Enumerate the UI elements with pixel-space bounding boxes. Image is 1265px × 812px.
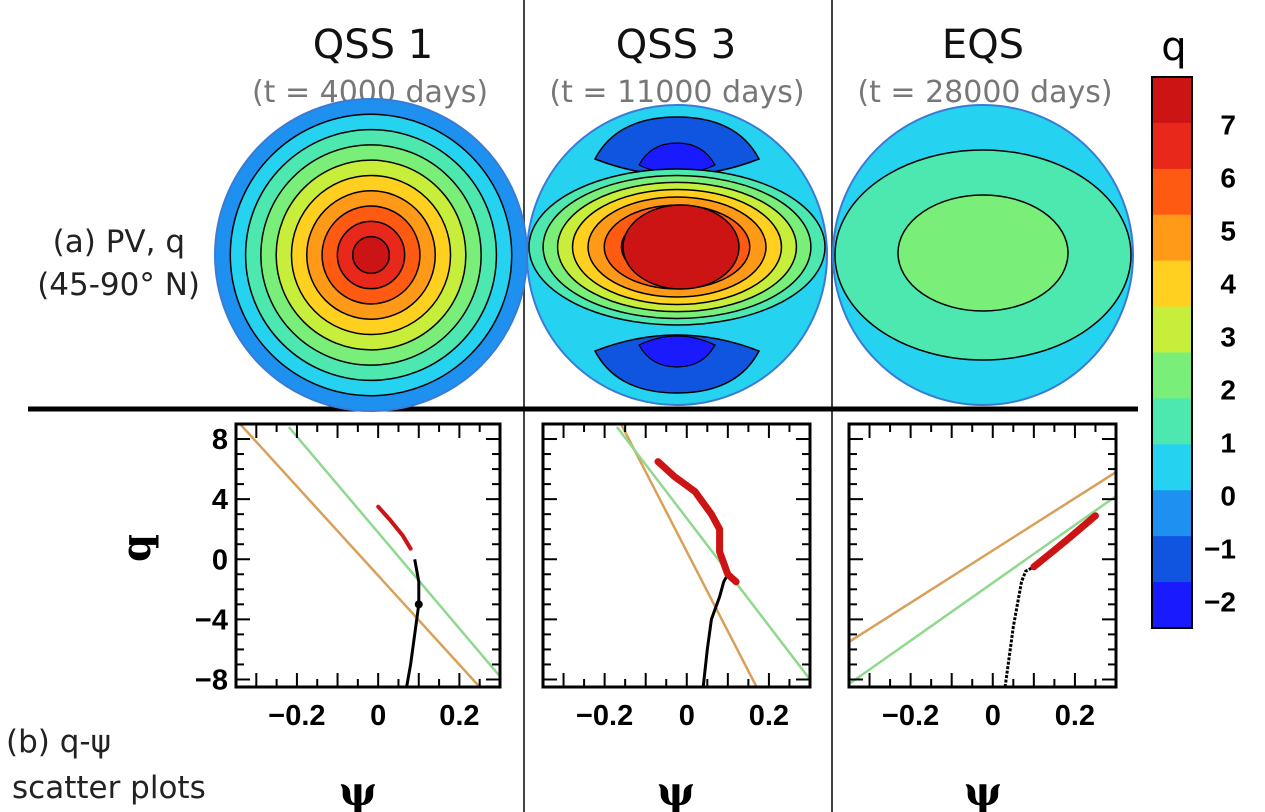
colorbar-tick-label: 3 <box>1220 322 1236 353</box>
y-tick-label: 4 <box>212 484 228 516</box>
scatter-black-curve <box>1003 565 1035 687</box>
scatter-red-curve <box>1030 512 1099 571</box>
pv-map-boundary <box>526 104 828 406</box>
scatter-red-curve <box>376 504 413 551</box>
colorbar-swatch <box>1152 398 1192 445</box>
colorbar-tick-label: 6 <box>1220 163 1236 194</box>
pv-contour-band <box>638 335 716 368</box>
colorbar-tick-label: 2 <box>1220 375 1236 406</box>
x-tick-label: −0.2 <box>882 700 939 732</box>
fit-line <box>287 426 500 678</box>
colorbar-swatch <box>1152 306 1192 353</box>
colorbar-swatch <box>1152 352 1192 399</box>
colorbar-swatch <box>1152 536 1192 583</box>
x-tick-label: −0.2 <box>576 700 633 732</box>
colorbar-swatch <box>1152 582 1192 629</box>
scatter-plot-eqs: −0.2 0 0.2 <box>847 422 1118 732</box>
scatter-ylabel: q <box>113 534 160 562</box>
colorbar-swatch <box>1152 214 1192 262</box>
fit-line <box>849 495 1116 686</box>
x-tick-label: 0 <box>679 700 695 732</box>
scatter-frame <box>541 422 812 689</box>
scatter-point <box>414 600 423 609</box>
fit-line <box>619 424 758 687</box>
colorbar-tick-label: 7 <box>1220 110 1236 141</box>
fit-line <box>849 471 1116 643</box>
pv-contour-band <box>351 235 391 275</box>
x-tick-label: 0.2 <box>439 700 479 732</box>
colorbar-swatch <box>1152 77 1192 124</box>
colorbar-frame <box>1151 76 1193 629</box>
row-label-a-line1: (a) PV, q <box>53 224 185 260</box>
pv-map-qss1 <box>214 98 528 412</box>
colorbar-tick-label: −1 <box>1204 534 1236 565</box>
colorbar-swatch <box>1152 168 1192 216</box>
panel-title-qss3: QSS 3 <box>616 22 736 68</box>
colorbar-swatch <box>1152 444 1192 491</box>
colorbar-tick-label: 0 <box>1220 481 1236 512</box>
scatter-frame <box>234 422 502 689</box>
y-tick-label: −4 <box>195 604 228 636</box>
colorbar-tick-label: 4 <box>1220 269 1236 300</box>
x-tick-label: 0 <box>370 700 386 732</box>
row-label-a-line2: (45-90° N) <box>37 267 200 303</box>
y-tick-label: 8 <box>212 424 228 456</box>
scatter-black-curve <box>701 573 730 687</box>
colorbar-title: q <box>1161 24 1186 70</box>
scatter-plot-qss3: −0.2 0 0.2 <box>541 422 812 732</box>
x-tick-label: 0 <box>985 700 1001 732</box>
pv-map-qss3 <box>526 104 828 406</box>
y-tick-label: 0 <box>212 544 228 576</box>
row-label-b-line1: (b) q-ψ <box>6 724 111 760</box>
colorbar-swatch <box>1152 260 1192 308</box>
colorbar-tick-label: 5 <box>1220 216 1236 247</box>
panel-title-qss1: QSS 1 <box>313 22 433 68</box>
panel-title-eqs: EQS <box>942 22 1024 68</box>
colorbar-swatch <box>1152 122 1192 170</box>
pv-map-boundary <box>832 104 1134 406</box>
x-tick-label: 0.2 <box>1055 700 1095 732</box>
scatter-plot-qss1: −0.2 0 0.2 8 4 0 −4 −8 <box>195 422 502 732</box>
y-tick-label: −8 <box>195 664 228 696</box>
scatter-black-curve <box>405 559 421 687</box>
scatter-xlabel-eqs: ψ <box>964 768 1002 812</box>
x-tick-label: 0.2 <box>749 700 789 732</box>
pv-contour-band <box>622 204 740 290</box>
scatter-red-curve <box>654 458 740 586</box>
colorbar-tick-label: 1 <box>1220 428 1236 459</box>
x-tick-label: −0.2 <box>268 700 325 732</box>
fit-line <box>239 424 481 687</box>
pv-contour-band <box>897 194 1069 312</box>
scatter-xlabel-qss1: ψ <box>339 768 377 812</box>
colorbar: 7 6 5 4 3 2 1 0 −1 −2 <box>1151 76 1236 629</box>
fit-line <box>615 426 810 681</box>
row-label-b-line2: scatter plots <box>12 770 206 806</box>
scatter-xlabel-qss3: ψ <box>657 768 695 812</box>
colorbar-swatch <box>1152 490 1192 537</box>
pv-map-eqs <box>832 104 1134 406</box>
colorbar-tick-label: −2 <box>1204 587 1236 618</box>
scatter-frame <box>847 422 1118 689</box>
